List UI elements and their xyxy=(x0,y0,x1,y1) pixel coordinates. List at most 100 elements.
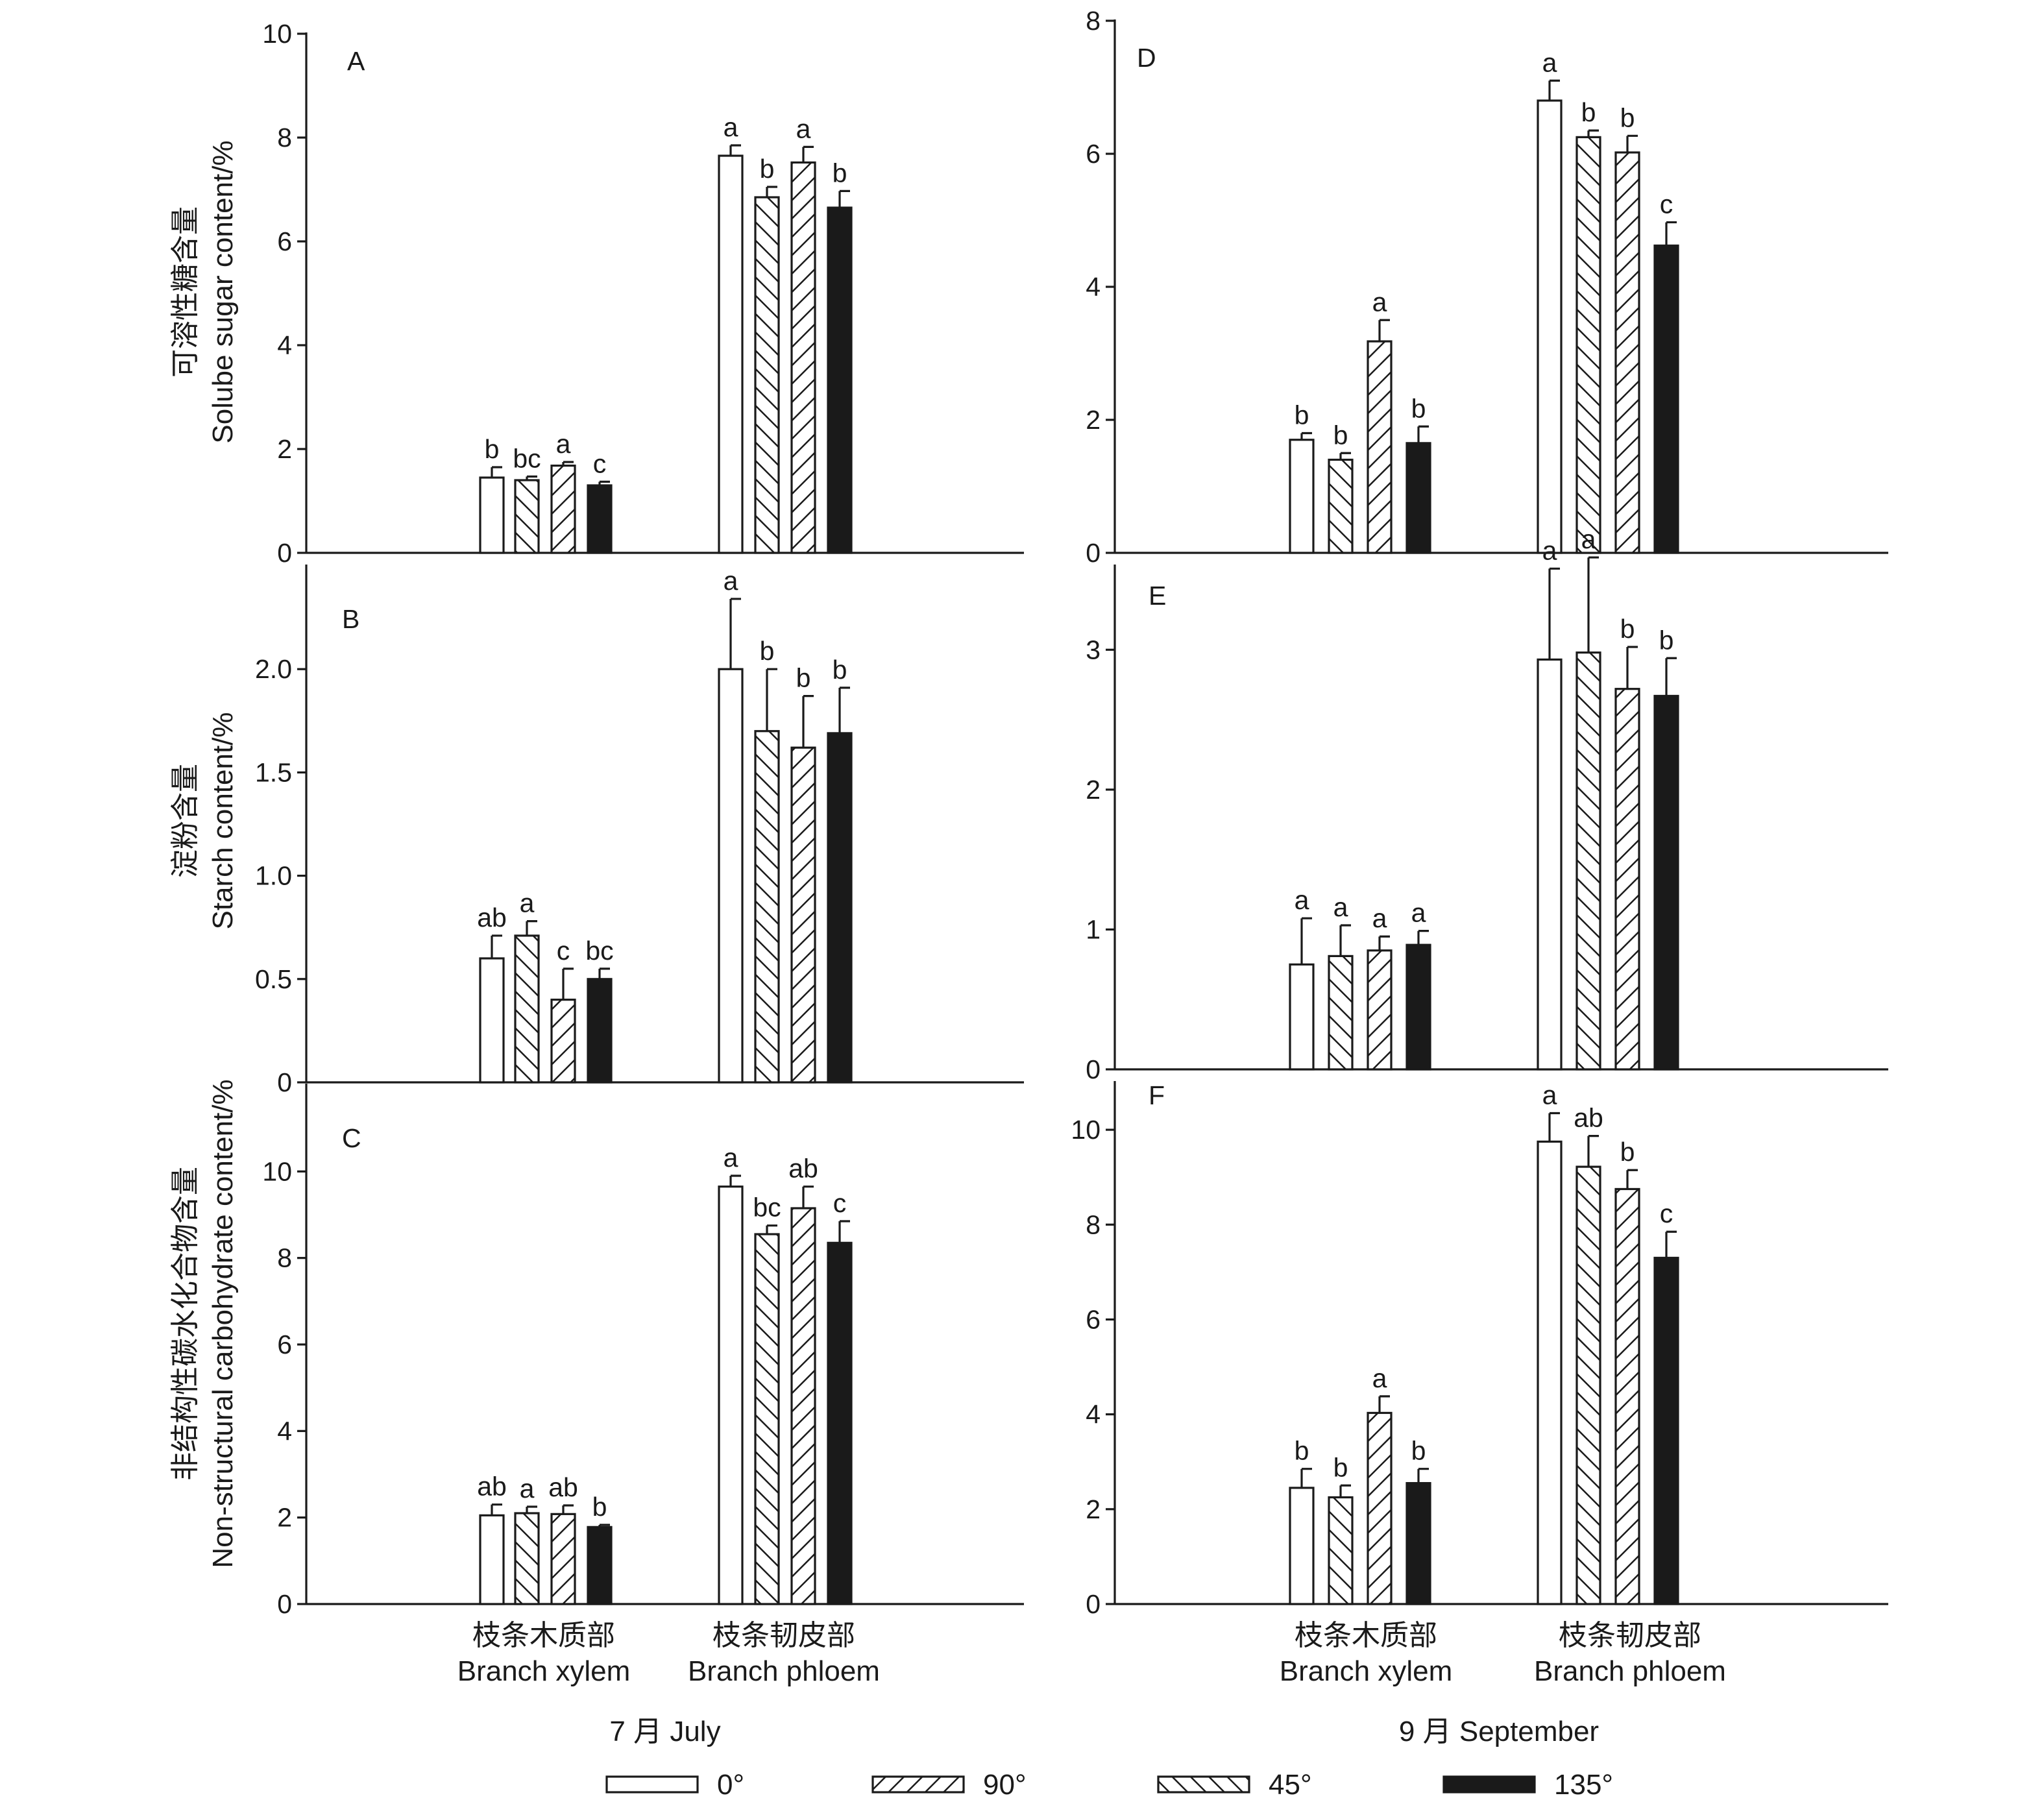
error-bar xyxy=(1378,1395,1390,1413)
significance-letter: a xyxy=(724,112,738,142)
significance-letter: b xyxy=(1620,1137,1635,1167)
significance-letter: b xyxy=(796,663,811,693)
error-bar xyxy=(1339,452,1351,460)
error-bar xyxy=(562,461,574,466)
bar-90deg-0 xyxy=(1367,1411,1393,1605)
error-bar xyxy=(1339,1484,1351,1498)
bar-135deg-1 xyxy=(1653,1256,1679,1605)
y-tick-label: 10 xyxy=(262,1156,292,1186)
bar-45deg-1 xyxy=(1576,1165,1601,1605)
error-bar xyxy=(1417,425,1429,443)
significance-letter: c xyxy=(557,936,570,966)
group-label-september: 9 月 September xyxy=(1399,1716,1599,1747)
error-bar xyxy=(1378,319,1390,342)
error-bar xyxy=(729,144,741,156)
category-label-xylem-en: Branch xylem xyxy=(457,1655,631,1687)
ylabel-B: 淀粉含量 Starch content/% xyxy=(169,712,239,929)
error-bar xyxy=(1665,1230,1677,1258)
error-bar xyxy=(526,1505,537,1513)
ylabel-C-en: Non-structural carbohydrate content/% xyxy=(207,1079,239,1568)
bar-135deg-1 xyxy=(1653,244,1679,554)
significance-letter: ab xyxy=(477,1472,507,1502)
category-label-xylem-cn: 枝条木质部 xyxy=(472,1620,615,1651)
bar-135deg-1 xyxy=(827,1241,853,1605)
significance-letter: a xyxy=(556,429,571,459)
error-bar xyxy=(802,145,814,163)
legend-swatch-back-hatch xyxy=(1157,1775,1250,1794)
y-tick-label: 4 xyxy=(277,330,292,360)
bar-135deg-1 xyxy=(1653,694,1679,1071)
bar-0deg-0 xyxy=(1289,439,1315,554)
significance-letter: a xyxy=(1295,885,1309,915)
y-tick-label: 0 xyxy=(277,1067,292,1097)
bar-135deg-1 xyxy=(827,206,853,554)
y-tick-label: 2.0 xyxy=(255,654,292,684)
category-label-phloem-cn: 枝条韧皮部 xyxy=(712,1620,855,1651)
bar-90deg-1 xyxy=(790,161,816,554)
ylabel-A-en: Solube sugar content/% xyxy=(207,140,239,443)
error-bar xyxy=(1626,646,1638,689)
error-bar xyxy=(1626,1169,1638,1189)
y-tick-label: 2 xyxy=(1086,775,1101,805)
bar-135deg-0 xyxy=(1405,442,1431,554)
bar-45deg-1 xyxy=(1576,651,1601,1071)
bar-90deg-0 xyxy=(550,1513,576,1605)
legend-swatch-solid xyxy=(1442,1775,1536,1794)
y-tick-label: 1.5 xyxy=(255,757,292,787)
significance-letter: a xyxy=(1372,287,1387,317)
significance-letter: b xyxy=(1411,393,1426,423)
bar-0deg-1 xyxy=(718,154,744,554)
category-labels-left: 枝条木质部 Branch xylem 枝条韧皮部 Branch phloem xyxy=(457,1620,880,1687)
significance-letter: a xyxy=(1542,535,1557,565)
legend-swatch-forward-hatch xyxy=(871,1775,965,1794)
legend-label: 135° xyxy=(1554,1769,1613,1800)
error-bar xyxy=(1665,221,1677,246)
error-bar xyxy=(1587,1134,1599,1167)
significance-letter: b xyxy=(1295,1436,1309,1466)
error-bar xyxy=(562,1504,574,1514)
y-tick-label: 10 xyxy=(1071,1115,1101,1145)
significance-letter: a xyxy=(1333,892,1348,922)
bar-45deg-1 xyxy=(1576,136,1601,554)
error-bar xyxy=(1378,935,1390,951)
y-tick-label: 1.0 xyxy=(255,861,292,891)
legend-swatch-open xyxy=(605,1775,699,1794)
bar-90deg-1 xyxy=(790,1207,816,1605)
error-bar xyxy=(1665,657,1677,696)
y-tick-label: 0 xyxy=(1086,1589,1101,1619)
significance-letter: a xyxy=(1411,898,1426,928)
legend-label: 45° xyxy=(1269,1769,1312,1800)
significance-letter: b xyxy=(1620,103,1635,132)
bar-45deg-0 xyxy=(1328,458,1354,554)
bar-135deg-0 xyxy=(1405,943,1431,1071)
error-bar xyxy=(526,920,537,936)
significance-letter: b xyxy=(1295,400,1309,430)
bar-45deg-0 xyxy=(514,479,540,554)
significance-letter: bc xyxy=(753,1193,781,1222)
legend-item-90deg: 90° xyxy=(871,1769,1027,1800)
error-bar xyxy=(491,934,502,958)
error-bar xyxy=(1548,567,1560,660)
error-bar xyxy=(838,687,850,733)
group-label-july: 7 月 July xyxy=(609,1716,720,1747)
ylabel-C-cn: 非结构性碳水化合物含量 xyxy=(169,1167,201,1481)
error-bar xyxy=(598,480,610,485)
significance-letter: a xyxy=(1372,1363,1387,1393)
category-label-phloem-en: Branch phloem xyxy=(1534,1655,1726,1687)
y-tick-label: 0 xyxy=(277,538,292,568)
error-bar xyxy=(1587,129,1599,138)
significance-letter: a xyxy=(520,888,535,918)
error-bar xyxy=(1300,432,1312,440)
y-tick-label: 8 xyxy=(1086,1210,1101,1239)
error-bar xyxy=(1339,924,1351,956)
y-tick-label: 1 xyxy=(1086,914,1101,944)
significance-letter: b xyxy=(833,655,847,685)
significance-letter: b xyxy=(833,158,847,188)
significance-letter: a xyxy=(1581,524,1596,554)
error-bar xyxy=(598,1524,610,1527)
error-bar xyxy=(562,967,574,1000)
error-bar xyxy=(729,1174,741,1187)
